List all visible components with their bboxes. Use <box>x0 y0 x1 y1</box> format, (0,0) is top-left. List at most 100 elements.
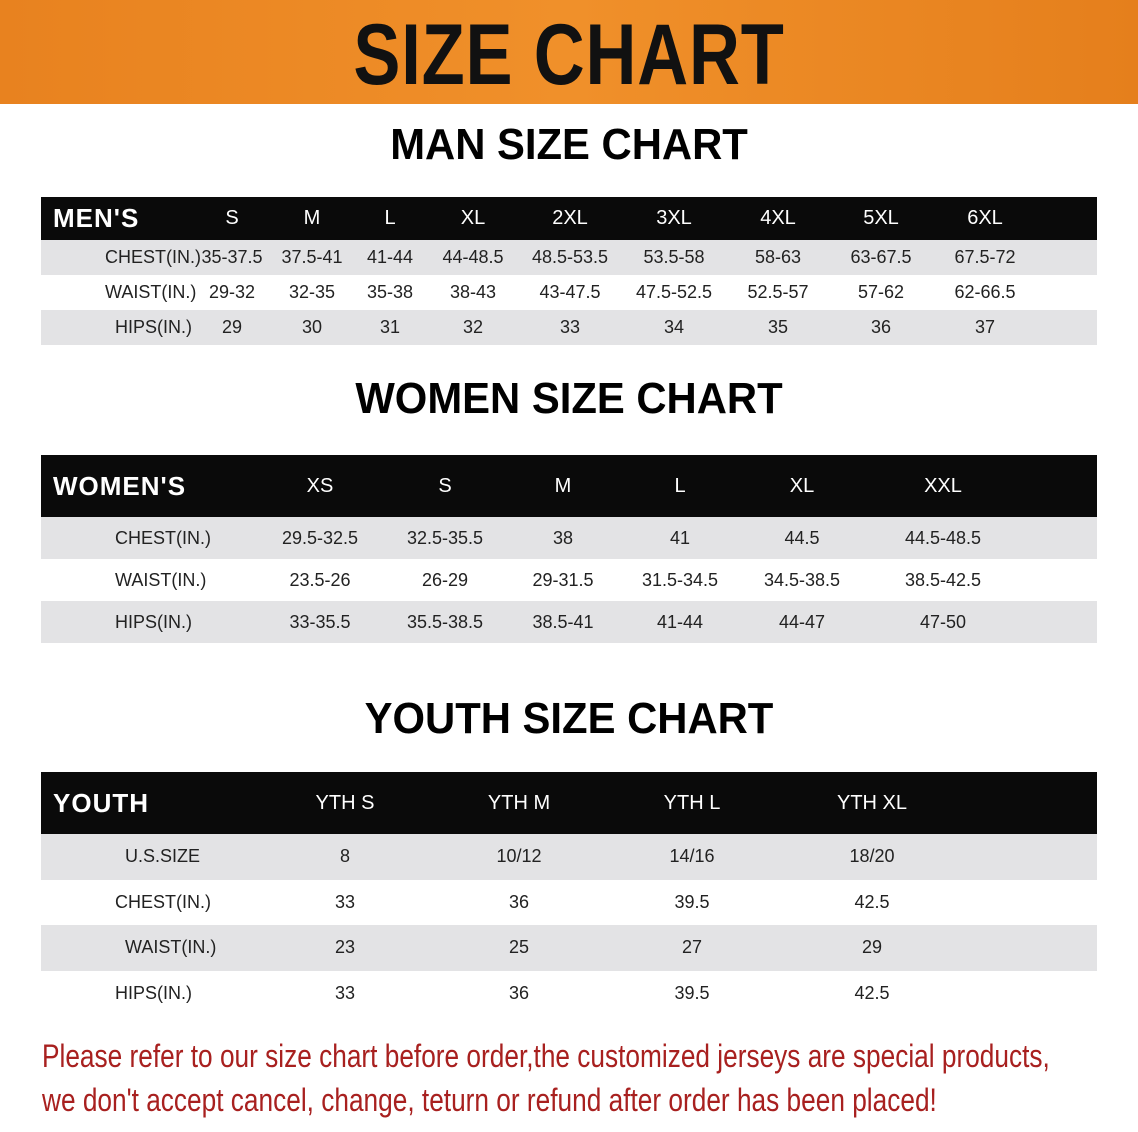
table-cell: 26-29 <box>421 569 469 590</box>
table-cell: 58-63 <box>754 247 802 267</box>
row-label: CHEST(IN.) <box>115 527 211 548</box>
table-cell: 29.5-32.5 <box>281 527 359 548</box>
table-cell: 18/20 <box>849 846 895 867</box>
men-size-table: MEN'S S M L XL 2XL 3XL 4XL 5XL 6XL CHEST(IN.) 35-37… <box>41 197 1097 345</box>
table-cell: 29 <box>861 937 883 958</box>
size-column-header: L <box>384 207 396 229</box>
table-row: CHEST(IN.) 33 36 39.5 42.5 <box>41 879 1097 925</box>
table-cell: 8 <box>339 846 351 867</box>
women-section-title: WOMEN SIZE CHART <box>355 374 783 423</box>
table-cell: 44-47 <box>778 611 826 632</box>
size-column-header: 2XL <box>552 207 588 229</box>
table-cell: 30 <box>301 317 323 337</box>
table-cell: 38.5-42.5 <box>904 569 982 590</box>
table-header-label: MEN'S <box>53 203 140 233</box>
table-cell: 32.5-35.5 <box>406 527 484 548</box>
size-column-header: XL <box>789 474 815 497</box>
table-cell: 37.5-41 <box>281 247 343 267</box>
table-cell: 23.5-26 <box>289 569 351 590</box>
table-cell: 33 <box>334 891 356 912</box>
table-cell: 33 <box>559 317 581 337</box>
table-cell: 44-48.5 <box>442 247 504 267</box>
table-cell: 63-67.5 <box>850 247 912 267</box>
table-cell: 38-43 <box>449 282 497 302</box>
table-cell: 38.5-41 <box>532 611 594 632</box>
table-cell: 36 <box>508 891 530 912</box>
table-cell: 36 <box>870 317 892 337</box>
notice-line-1: Please refer to our size chart before or… <box>42 1038 1050 1074</box>
table-cell: 53.5-58 <box>643 247 705 267</box>
size-column-header: 6XL <box>967 207 1003 229</box>
table-cell: 44.5 <box>784 527 820 548</box>
table-cell: 35 <box>767 317 789 337</box>
size-column-header: M <box>303 207 321 229</box>
row-label: HIPS(IN.) <box>115 611 193 632</box>
youth-section-title: YOUTH SIZE CHART <box>364 694 774 743</box>
size-column-header: M <box>554 474 572 497</box>
table-cell: 34.5-38.5 <box>763 569 841 590</box>
size-column-header: S <box>225 207 239 229</box>
row-label: WAIST(IN.) <box>105 282 197 302</box>
table-cell: 29-32 <box>208 282 256 302</box>
table-cell: 27 <box>681 937 703 958</box>
table-cell: 33 <box>334 982 356 1003</box>
table-cell: 44.5-48.5 <box>904 527 982 548</box>
row-label: U.S.SIZE <box>125 846 201 867</box>
table-cell: 14/16 <box>669 846 715 867</box>
table-cell: 29 <box>221 317 243 337</box>
table-header-row: MEN'S S M L XL 2XL 3XL 4XL 5XL 6XL <box>41 197 1097 240</box>
table-cell: 29-31.5 <box>532 569 594 590</box>
table-row: HIPS(IN.) 33 36 39.5 42.5 <box>41 970 1097 1016</box>
size-column-header: XS <box>306 474 334 497</box>
table-row: CHEST(IN.) 35-37.5 37.5-41 41-44 44-48.5 48.5… <box>41 240 1097 275</box>
table-cell: 35-38 <box>366 282 414 302</box>
table-row: HIPS(IN.) 29 30 31 32 33 34 35 36 37 <box>41 310 1097 345</box>
table-header-label: YOUTH <box>53 787 149 818</box>
table-cell: 31.5-34.5 <box>641 569 719 590</box>
table-cell: 42.5 <box>854 891 890 912</box>
size-column-header: XL <box>460 207 486 229</box>
table-cell: 10/12 <box>496 846 542 867</box>
size-column-header: S <box>438 474 452 497</box>
row-label: WAIST(IN.) <box>115 569 207 590</box>
size-column-header: 3XL <box>656 207 692 229</box>
table-cell: 67.5-72 <box>954 247 1016 267</box>
row-label: HIPS(IN.) <box>115 982 193 1003</box>
women-size-table: WOMEN'S XS S M L XL XXL CHEST(IN.) 29.5-32.5 32.5… <box>41 455 1097 644</box>
size-column-header: 5XL <box>863 207 899 229</box>
banner-title: SIZE CHART <box>353 7 785 103</box>
youth-size-table: YOUTH YTH S YTH M YTH L YTH XL U.S.SIZE 8 10/12… <box>41 772 1097 1016</box>
table-cell: 32-35 <box>288 282 336 302</box>
table-cell: 33-35.5 <box>289 611 351 632</box>
table-cell: 41-44 <box>656 611 704 632</box>
table-cell: 47-50 <box>919 611 967 632</box>
table-cell: 39.5 <box>674 891 710 912</box>
row-label: CHEST(IN.) <box>105 247 201 267</box>
table-header-row: WOMEN'S XS S M L XL XXL <box>41 455 1097 517</box>
table-cell: 62-66.5 <box>954 282 1016 302</box>
table-cell: 25 <box>508 937 530 958</box>
table-cell: 41 <box>669 527 691 548</box>
size-chart-banner: SIZE CHART <box>0 0 1138 104</box>
table-cell: 38 <box>552 527 574 548</box>
table-cell: 47.5-52.5 <box>635 282 713 302</box>
table-cell: 41-44 <box>366 247 414 267</box>
size-column-header: 4XL <box>760 207 796 229</box>
table-cell: 48.5-53.5 <box>531 247 609 267</box>
table-cell: 36 <box>508 982 530 1003</box>
table-cell: 23 <box>334 937 356 958</box>
row-label: WAIST(IN.) <box>125 937 217 958</box>
row-label: HIPS(IN.) <box>115 317 193 337</box>
table-header-label: WOMEN'S <box>53 470 187 501</box>
table-cell: 43-47.5 <box>539 282 601 302</box>
table-cell: 34 <box>663 317 685 337</box>
table-row: CHEST(IN.) 29.5-32.5 32.5-35.5 38 41 44.5 44.5… <box>41 517 1097 559</box>
men-section-title: MAN SIZE CHART <box>390 120 748 169</box>
table-cell: 35-37.5 <box>201 247 263 267</box>
size-column-header: YTH XL <box>836 791 908 814</box>
table-row: WAIST(IN.) 29-32 32-35 35-38 38-43 43-47.5 47.… <box>41 275 1097 310</box>
table-cell: 31 <box>379 317 401 337</box>
size-column-header: YTH S <box>315 791 375 814</box>
table-cell: 37 <box>974 317 996 337</box>
size-column-header: YTH M <box>487 791 551 814</box>
